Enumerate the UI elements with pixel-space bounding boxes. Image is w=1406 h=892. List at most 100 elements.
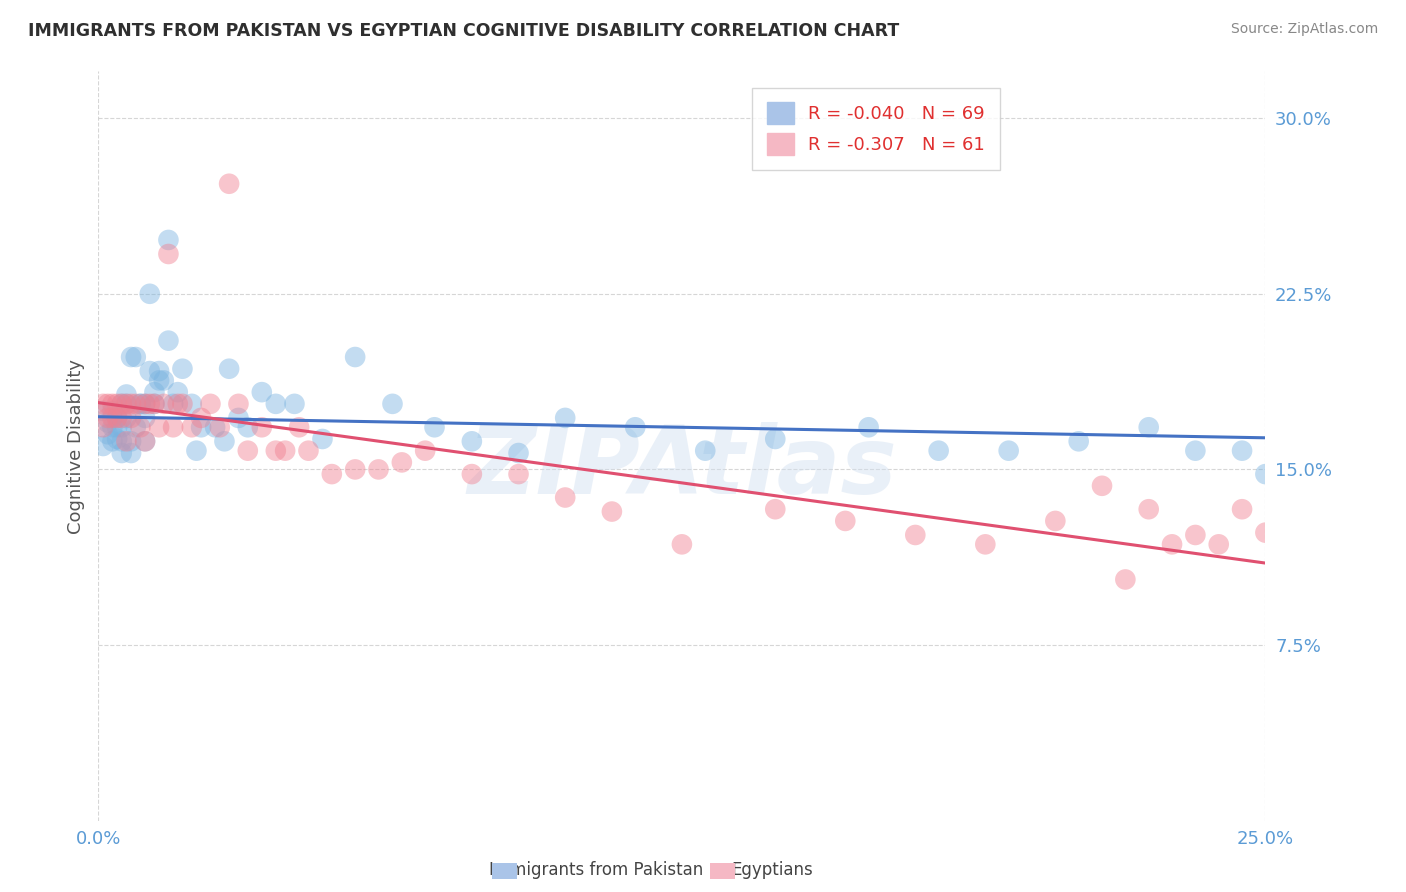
Point xyxy=(139,364,162,378)
Point xyxy=(129,420,152,434)
Point xyxy=(297,443,319,458)
Point xyxy=(974,537,997,551)
Point xyxy=(1278,434,1301,449)
Point xyxy=(101,404,124,418)
Point xyxy=(134,411,156,425)
Point xyxy=(997,443,1019,458)
Point xyxy=(413,443,436,458)
Point xyxy=(763,432,786,446)
Point xyxy=(125,420,148,434)
Point xyxy=(1067,434,1090,449)
Point xyxy=(214,434,236,449)
Point xyxy=(1137,502,1160,516)
Point xyxy=(101,397,124,411)
Point xyxy=(139,286,162,301)
Point xyxy=(236,420,259,434)
Point xyxy=(120,411,142,425)
Point xyxy=(763,502,786,516)
Point xyxy=(148,374,170,388)
Point xyxy=(1184,528,1206,542)
Point xyxy=(218,361,240,376)
Point xyxy=(208,420,231,434)
Point xyxy=(1254,467,1277,482)
Point xyxy=(367,462,389,476)
Point xyxy=(105,411,128,425)
Point xyxy=(120,434,142,449)
Point xyxy=(111,434,134,449)
Point xyxy=(236,443,259,458)
Point xyxy=(162,397,184,411)
Point xyxy=(91,397,114,411)
Point xyxy=(1230,443,1253,458)
Point xyxy=(200,397,222,411)
Point xyxy=(834,514,856,528)
Point xyxy=(129,397,152,411)
Y-axis label: Cognitive Disability: Cognitive Disability xyxy=(66,359,84,533)
Point xyxy=(101,411,124,425)
Point xyxy=(624,420,647,434)
Point xyxy=(904,528,927,542)
Point xyxy=(143,397,166,411)
Point xyxy=(695,443,717,458)
Point xyxy=(1208,537,1230,551)
Point xyxy=(1091,479,1114,493)
Point xyxy=(120,446,142,460)
Point xyxy=(148,364,170,378)
Point xyxy=(152,397,174,411)
Point xyxy=(115,387,138,401)
Point xyxy=(172,361,194,376)
Point xyxy=(1045,514,1067,528)
Point xyxy=(111,446,134,460)
Point xyxy=(508,446,530,460)
Point xyxy=(125,350,148,364)
Point xyxy=(111,411,134,425)
Point xyxy=(1254,525,1277,540)
Point xyxy=(1184,443,1206,458)
Point xyxy=(157,247,180,261)
Point xyxy=(858,420,880,434)
Point xyxy=(105,432,128,446)
Point xyxy=(97,427,120,442)
Legend: R = -0.040   N = 69, R = -0.307   N = 61: R = -0.040 N = 69, R = -0.307 N = 61 xyxy=(752,88,1000,169)
Point xyxy=(125,397,148,411)
Point xyxy=(97,411,120,425)
Point xyxy=(105,411,128,425)
Point xyxy=(91,404,114,418)
Point xyxy=(344,350,367,364)
Point xyxy=(311,432,333,446)
Point xyxy=(186,443,208,458)
Point xyxy=(162,420,184,434)
Point xyxy=(228,397,250,411)
Point xyxy=(264,397,287,411)
Point xyxy=(101,420,124,434)
Text: IMMIGRANTS FROM PAKISTAN VS EGYPTIAN COGNITIVE DISABILITY CORRELATION CHART: IMMIGRANTS FROM PAKISTAN VS EGYPTIAN COG… xyxy=(28,22,900,40)
Point xyxy=(283,397,305,411)
Point xyxy=(1137,420,1160,434)
Point xyxy=(115,397,138,411)
Point xyxy=(204,420,226,434)
Point xyxy=(1161,537,1184,551)
Point xyxy=(508,467,530,482)
Point xyxy=(129,397,152,411)
Point xyxy=(139,397,162,411)
Point xyxy=(190,411,212,425)
Point xyxy=(554,411,576,425)
Point xyxy=(111,420,134,434)
Point xyxy=(600,505,623,519)
Point xyxy=(218,177,240,191)
Point xyxy=(111,397,134,411)
Point xyxy=(250,385,273,400)
Point xyxy=(228,411,250,425)
Point xyxy=(101,434,124,449)
Point xyxy=(190,420,212,434)
Point xyxy=(105,420,128,434)
Point xyxy=(148,420,170,434)
Point xyxy=(111,397,134,411)
Point xyxy=(134,397,156,411)
Point xyxy=(134,434,156,449)
Point xyxy=(166,397,188,411)
Point xyxy=(381,397,404,411)
Point xyxy=(152,374,174,388)
Point xyxy=(91,439,114,453)
Point xyxy=(157,334,180,348)
